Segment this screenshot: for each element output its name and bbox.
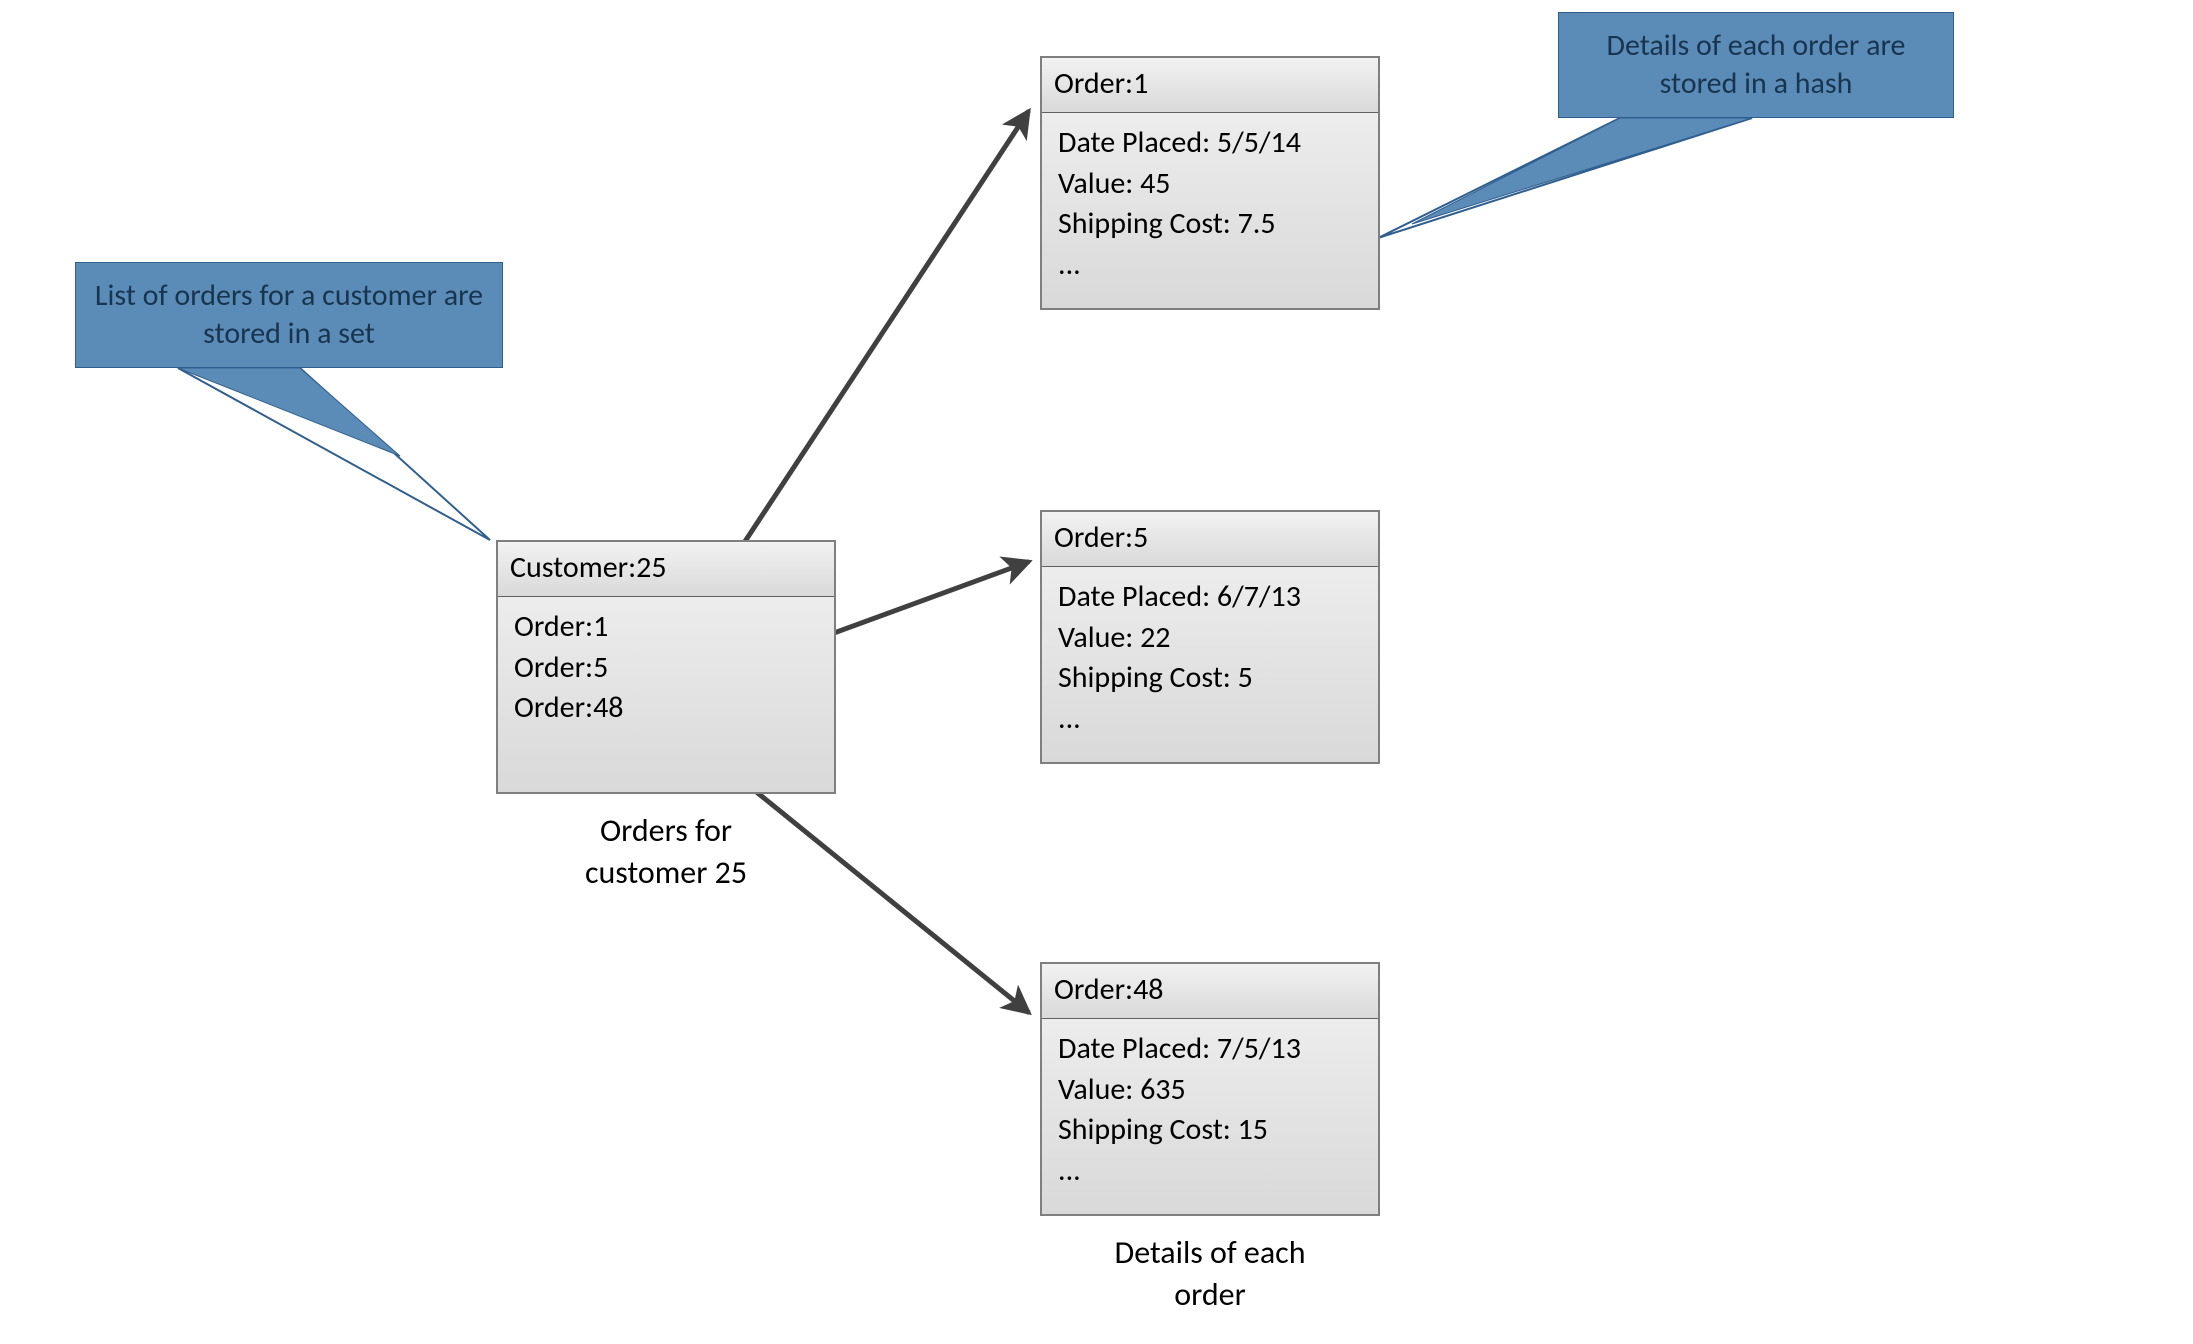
callout-hash: Details of each order are stored in a ha… [1558, 12, 1954, 118]
callout-set-text: List of orders for a customer are stored… [95, 277, 483, 352]
customer-box-body: Order:1 Order:5 Order:48 [498, 597, 834, 739]
order-hash-line: Value: 635 [1058, 1070, 1362, 1111]
customer-set-item: Order:48 [514, 688, 818, 729]
diagram-stage: List of orders for a customer are stored… [0, 0, 2193, 1344]
order-hash-line: Value: 22 [1058, 618, 1362, 659]
order-hash-line: Date Placed: 7/5/13 [1058, 1029, 1362, 1070]
order-box-body: Date Placed: 7/5/13 Value: 635 Shipping … [1042, 1019, 1378, 1201]
customer-set-item: Order:1 [514, 607, 818, 648]
caption-line: Orders for [496, 810, 836, 852]
order-hash-line: ... [1058, 245, 1362, 286]
order-hash-line: Shipping Cost: 5 [1058, 658, 1362, 699]
order-hash-line: Value: 45 [1058, 164, 1362, 205]
order-box-body: Date Placed: 6/7/13 Value: 22 Shipping C… [1042, 567, 1378, 749]
order-hash-line: ... [1058, 1151, 1362, 1192]
customer-box-header: Customer:25 [498, 542, 834, 597]
order-hash-line: Shipping Cost: 7.5 [1058, 204, 1362, 245]
order-box-body: Date Placed: 5/5/14 Value: 45 Shipping C… [1042, 113, 1378, 295]
order-box-header: Order:1 [1042, 58, 1378, 113]
callout-set: List of orders for a customer are stored… [75, 262, 503, 368]
order-hash-line: ... [1058, 699, 1362, 740]
caption-line: customer 25 [496, 852, 836, 894]
order-hash-box: Order:48 Date Placed: 7/5/13 Value: 635 … [1040, 962, 1380, 1216]
order-box-header: Order:5 [1042, 512, 1378, 567]
caption-line: order [1040, 1274, 1380, 1316]
customer-set-box: Customer:25 Order:1 Order:5 Order:48 [496, 540, 836, 794]
orders-caption: Details of each order [1040, 1232, 1380, 1315]
customer-caption: Orders for customer 25 [496, 810, 836, 893]
order-hash-line: Shipping Cost: 15 [1058, 1110, 1362, 1151]
order-hash-box: Order:1 Date Placed: 5/5/14 Value: 45 Sh… [1040, 56, 1380, 310]
order-hash-box: Order:5 Date Placed: 6/7/13 Value: 22 Sh… [1040, 510, 1380, 764]
callout-hash-text: Details of each order are stored in a ha… [1606, 27, 1905, 102]
order-hash-line: Date Placed: 6/7/13 [1058, 577, 1362, 618]
caption-line: Details of each [1040, 1232, 1380, 1274]
order-hash-line: Date Placed: 5/5/14 [1058, 123, 1362, 164]
customer-set-item: Order:5 [514, 648, 818, 689]
order-box-header: Order:48 [1042, 964, 1378, 1019]
